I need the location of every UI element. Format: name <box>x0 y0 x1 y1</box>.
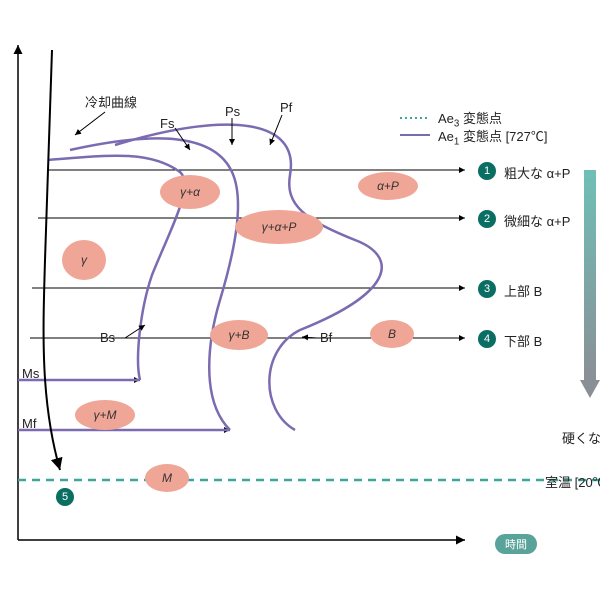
cooling-curve-label: 冷却曲線 <box>85 92 137 111</box>
Ms-label: Ms <box>22 366 39 381</box>
phase-ellipse-2: γ+α+P <box>235 210 323 244</box>
room-temp-label: 室温 [20℃ <box>545 472 600 491</box>
Fs-label: Fs <box>160 116 174 131</box>
phase-ellipse-3: γ <box>62 240 106 280</box>
marker-5: 5 <box>56 488 74 506</box>
diagram-canvas: { "colors": { "axis": "#000000", "curve"… <box>0 0 600 595</box>
Bs-label: Bs <box>100 330 115 345</box>
Ps-label: Ps <box>225 104 240 119</box>
time-axis-label: 時間 <box>495 534 537 554</box>
phase-ellipse-1: α+P <box>358 172 418 200</box>
phase-ellipse-4: γ+B <box>210 320 268 350</box>
marker-4-label: 下部 B <box>504 331 542 350</box>
harder-label: 硬くな <box>562 428 600 447</box>
Pf-label: Pf <box>280 100 292 115</box>
phase-ellipse-5: B <box>370 320 414 348</box>
marker-3-label: 上部 B <box>504 281 542 300</box>
marker-1-label: 粗大な α+P <box>504 163 570 182</box>
marker-4: 4 <box>478 330 496 348</box>
marker-1: 1 <box>478 162 496 180</box>
phase-ellipse-0: γ+α <box>160 175 220 209</box>
ae1-legend: Ae1 変態点 [727℃] <box>438 126 547 148</box>
marker-2-label: 微細な α+P <box>504 211 570 230</box>
Mf-label: Mf <box>22 416 36 431</box>
phase-ellipse-6: γ+M <box>75 400 135 430</box>
marker-2: 2 <box>478 210 496 228</box>
marker-3: 3 <box>478 280 496 298</box>
phase-ellipse-7: M <box>145 464 189 492</box>
Bf-label: Bf <box>320 330 332 345</box>
